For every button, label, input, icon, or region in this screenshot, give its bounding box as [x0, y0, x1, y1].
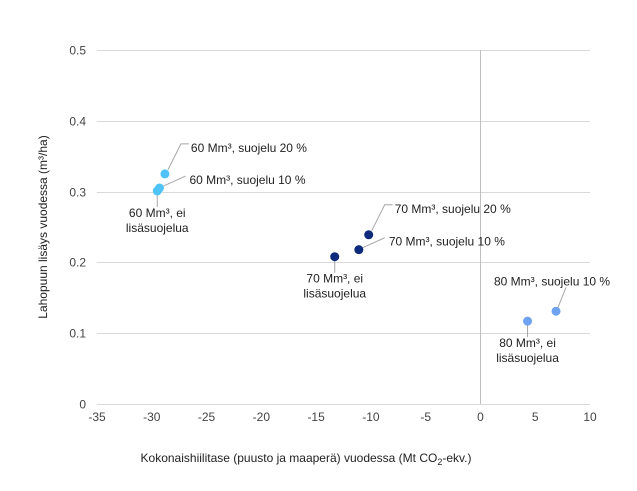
- x-tick-label: 0: [477, 410, 484, 424]
- x-tick-label: -20: [253, 410, 271, 424]
- data-label: 60 Mm³, suojelu 20 %: [191, 141, 307, 155]
- x-tick-label: -25: [198, 410, 216, 424]
- data-point: [354, 245, 364, 255]
- data-label: 70 Mm³, suojelu 10 %: [389, 235, 505, 249]
- data-point: [154, 183, 164, 193]
- data-label: 80 Mm³, suojelu 10 %: [494, 274, 610, 288]
- label-leader-line: [167, 143, 189, 171]
- y-tick-label: 0.4: [69, 115, 86, 129]
- label-leader-lines: [156, 143, 567, 338]
- label-leader-line: [362, 237, 386, 249]
- data-point: [523, 316, 533, 326]
- gridlines: [97, 50, 590, 405]
- y-tick-labels: 0 0.1 0.2 0.3 0.4 0.5: [69, 44, 86, 412]
- data-label: 70 Mm³, suojelu 20 %: [395, 202, 511, 216]
- y-tick-label: 0.1: [69, 327, 86, 341]
- data-label: 80 Mm³, ei lisäsuojelua: [496, 336, 559, 365]
- data-point: [160, 169, 170, 179]
- x-tick-label: -30: [143, 410, 161, 424]
- y-tick-label: 0.3: [69, 186, 86, 200]
- data-point: [364, 230, 374, 240]
- data-label: 60 Mm³, ei lisäsuojelua: [126, 206, 189, 235]
- y-axis-title: Lahopuun lisäys vuodessa (m³/ha): [36, 135, 50, 318]
- x-tick-label: -5: [420, 410, 431, 424]
- x-axis-title: Kokonaishiilitase (puusto ja maaperä) vu…: [141, 451, 472, 467]
- data-points: [152, 169, 561, 326]
- x-tick-label: -10: [362, 410, 380, 424]
- y-tick-label: 0.5: [69, 44, 86, 58]
- data-label: 70 Mm³, ei lisäsuojelua: [303, 272, 366, 301]
- data-point: [551, 306, 561, 316]
- x-tick-label: 5: [532, 410, 539, 424]
- data-point: [330, 252, 340, 262]
- label-leader-line: [557, 287, 567, 308]
- x-tick-label: 10: [583, 410, 597, 424]
- y-tick-label: 0.2: [69, 256, 86, 270]
- x-tick-labels: -35 -30 -25 -20 -15 -10 -5 0 5 10: [88, 410, 597, 424]
- x-tick-label: -15: [307, 410, 325, 424]
- label-leader-line: [371, 204, 393, 232]
- y-tick-label: 0: [79, 398, 86, 412]
- data-label: 60 Mm³, suojelu 10 %: [189, 173, 305, 187]
- x-tick-label: -35: [88, 410, 106, 424]
- label-leader-line: [163, 175, 186, 187]
- data-labels: 60 Mm³, ei lisäsuojelua 60 Mm³, suojelu 10…: [126, 141, 610, 365]
